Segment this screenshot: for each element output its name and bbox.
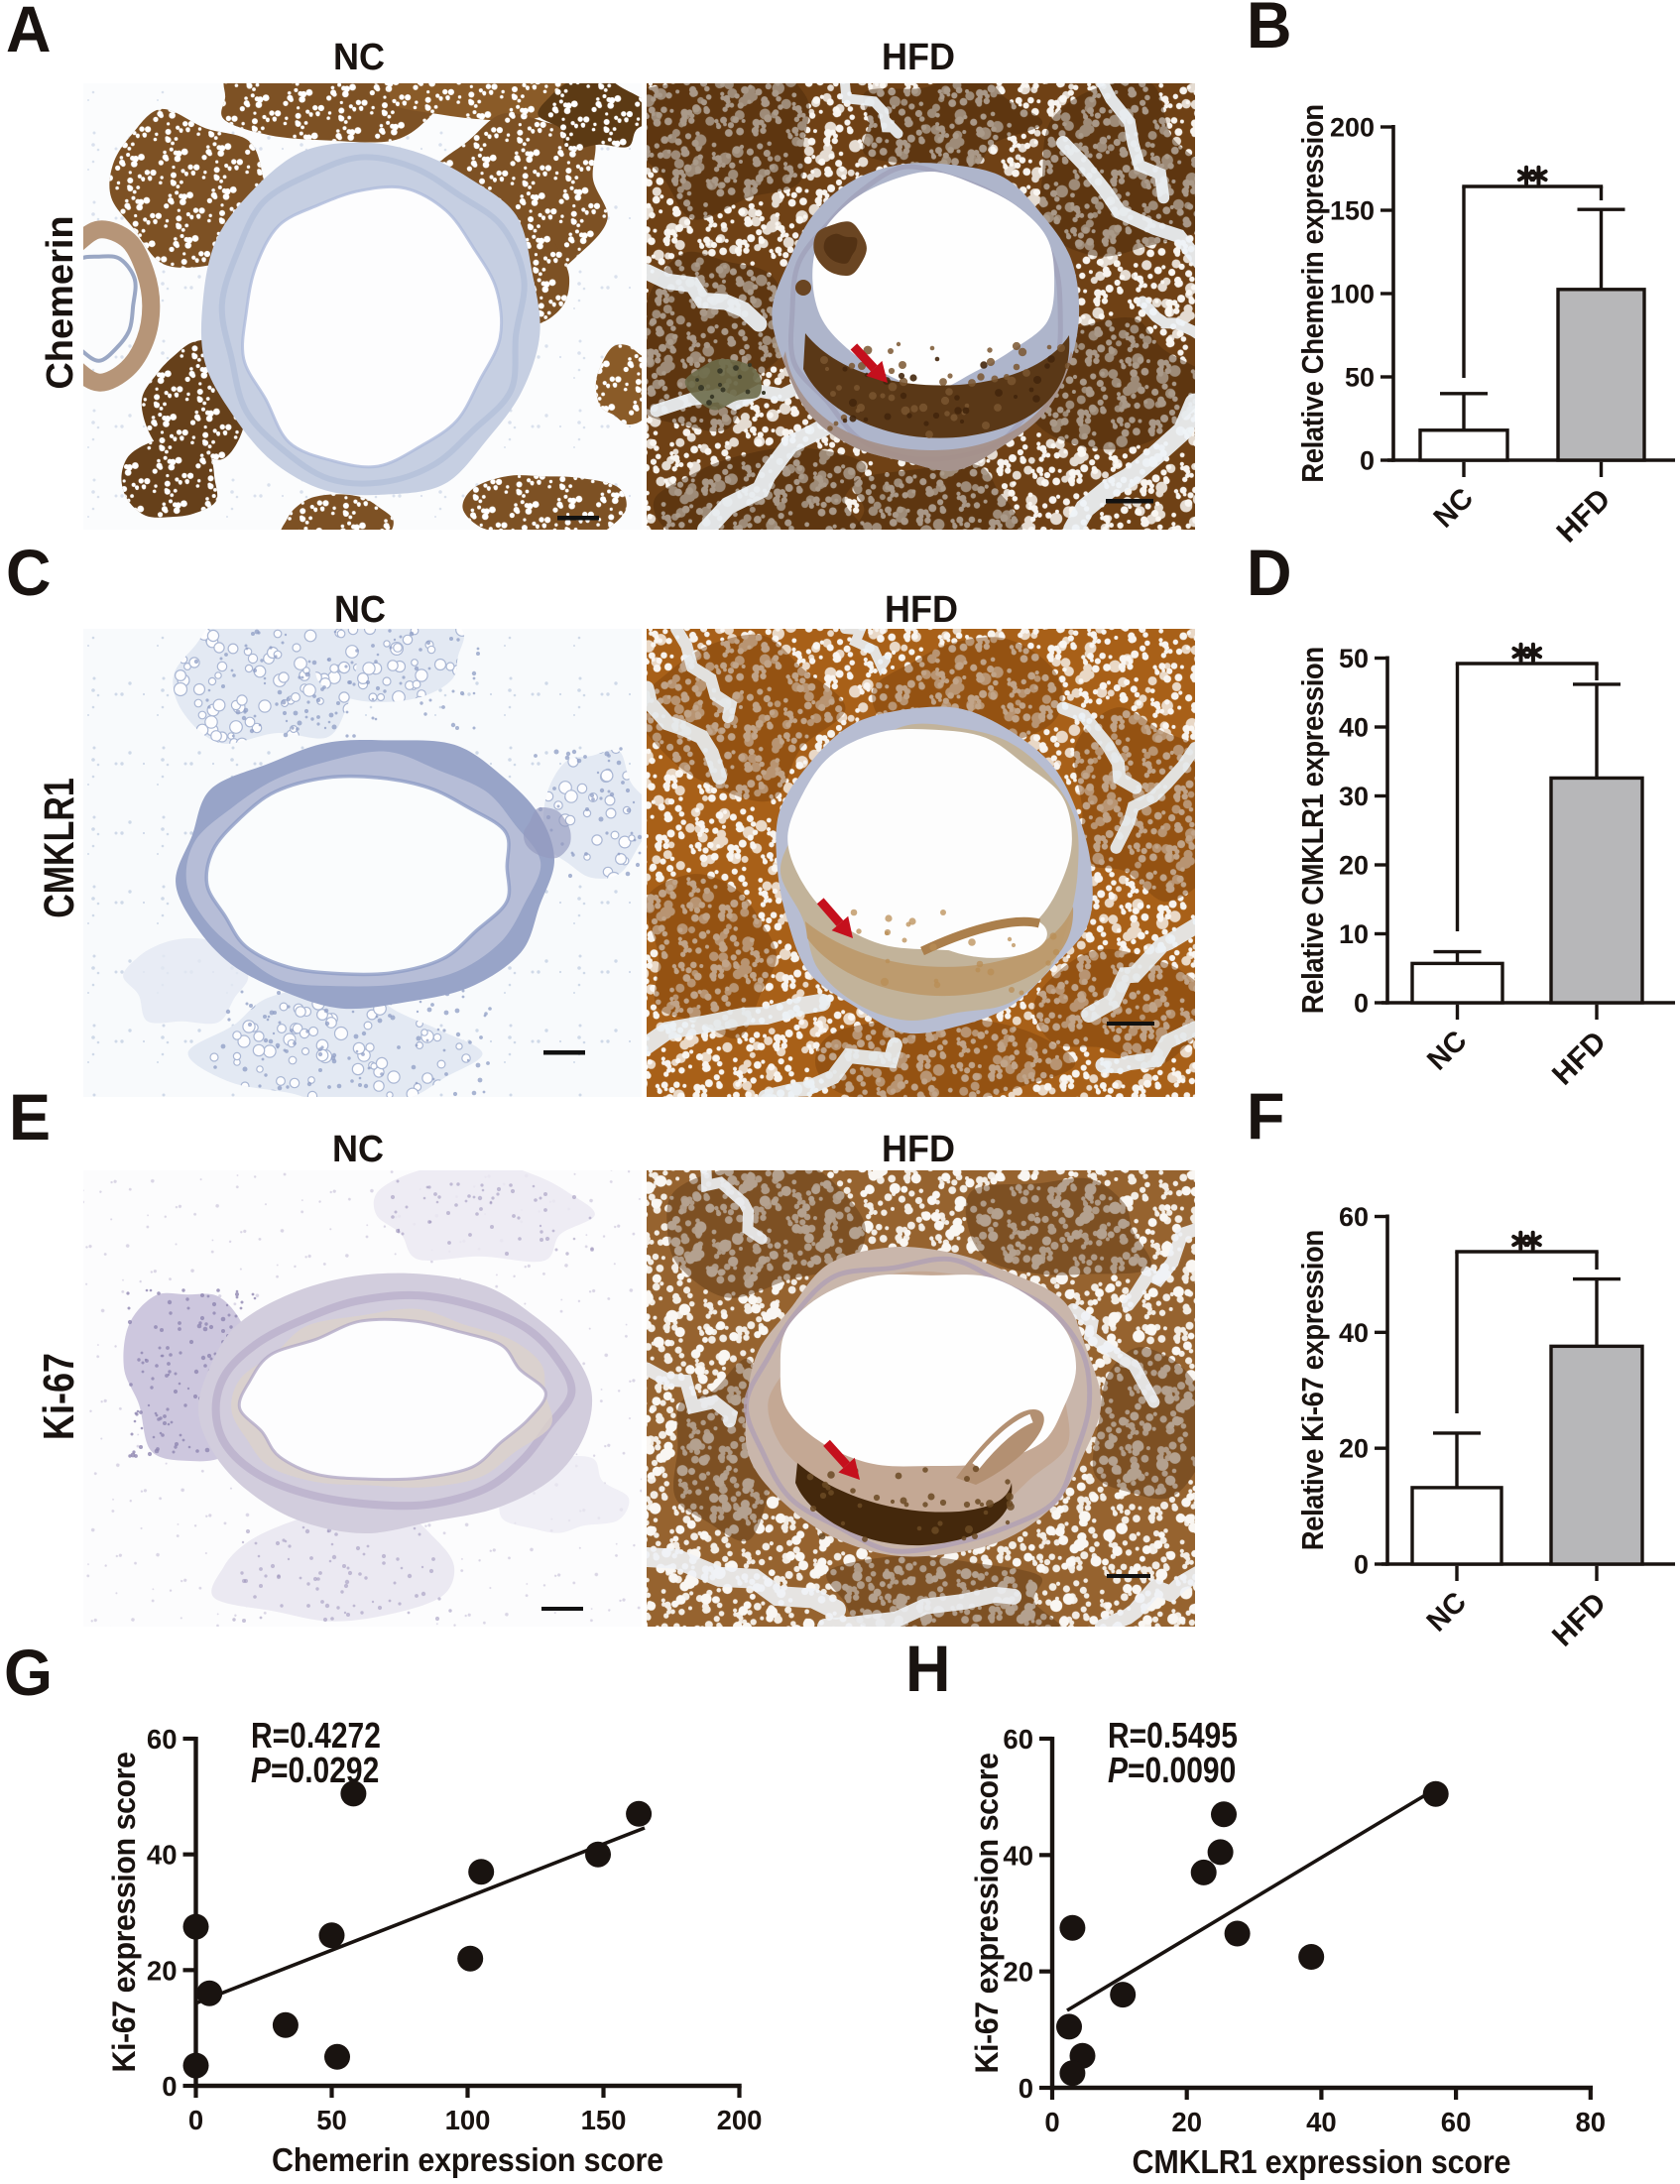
svg-text:P=0.0090: P=0.0090 bbox=[1108, 1751, 1236, 1790]
svg-text:Ki-67 expression score: Ki-67 expression score bbox=[969, 1753, 1005, 2073]
svg-text:NC: NC bbox=[333, 36, 385, 77]
svg-text:200: 200 bbox=[1330, 113, 1375, 143]
svg-text:0: 0 bbox=[162, 2071, 177, 2102]
svg-text:Ki-67: Ki-67 bbox=[36, 1353, 83, 1440]
svg-text:A: A bbox=[6, 0, 51, 65]
svg-text:50: 50 bbox=[1345, 363, 1375, 393]
svg-text:40: 40 bbox=[147, 1840, 178, 1871]
svg-text:60: 60 bbox=[1003, 1724, 1033, 1755]
svg-text:0: 0 bbox=[1360, 446, 1375, 476]
svg-text:40: 40 bbox=[1339, 1318, 1369, 1348]
svg-text:20: 20 bbox=[1339, 1434, 1369, 1464]
svg-text:30: 30 bbox=[1339, 782, 1369, 811]
svg-text:E: E bbox=[9, 1081, 51, 1154]
svg-text:60: 60 bbox=[147, 1724, 178, 1755]
svg-text:NC: NC bbox=[332, 1128, 384, 1169]
svg-text:CMKLR1: CMKLR1 bbox=[36, 778, 82, 918]
svg-text:R=0.5495: R=0.5495 bbox=[1108, 1716, 1238, 1756]
svg-text:60: 60 bbox=[1339, 1202, 1369, 1232]
svg-text:G: G bbox=[4, 1637, 53, 1710]
svg-text:0: 0 bbox=[1044, 2107, 1059, 2137]
svg-text:40: 40 bbox=[1003, 1840, 1033, 1871]
svg-text:0: 0 bbox=[1019, 2073, 1033, 2104]
svg-text:20: 20 bbox=[1003, 1957, 1033, 1988]
svg-text:40: 40 bbox=[1306, 2107, 1337, 2137]
svg-text:Relative CMKLR1 expression: Relative CMKLR1 expression bbox=[1297, 647, 1330, 1014]
svg-text:Chemerin: Chemerin bbox=[40, 215, 81, 389]
svg-text:NC: NC bbox=[334, 588, 386, 630]
svg-text:100: 100 bbox=[1330, 280, 1375, 309]
svg-text:20: 20 bbox=[1339, 851, 1369, 881]
svg-text:Ki-67 expression score: Ki-67 expression score bbox=[106, 1752, 142, 2072]
svg-text:40: 40 bbox=[1339, 713, 1369, 743]
svg-text:H: H bbox=[905, 1633, 950, 1706]
svg-text:C: C bbox=[6, 537, 51, 610]
svg-text:50: 50 bbox=[316, 2105, 347, 2135]
svg-text:0: 0 bbox=[1354, 1550, 1369, 1580]
svg-text:HFD: HFD bbox=[882, 36, 955, 77]
svg-text:20: 20 bbox=[1171, 2107, 1202, 2137]
svg-text:150: 150 bbox=[581, 2105, 627, 2135]
svg-text:50: 50 bbox=[1339, 644, 1369, 673]
svg-text:80: 80 bbox=[1576, 2107, 1607, 2137]
svg-text:R=0.4272: R=0.4272 bbox=[251, 1716, 381, 1756]
svg-text:CMKLR1 expression score: CMKLR1 expression score bbox=[1133, 2143, 1511, 2181]
svg-text:150: 150 bbox=[1330, 196, 1375, 226]
svg-text:60: 60 bbox=[1441, 2107, 1472, 2137]
svg-text:200: 200 bbox=[717, 2105, 763, 2135]
svg-text:HFD: HFD bbox=[882, 1128, 955, 1169]
svg-text:Chemerin expression score: Chemerin expression score bbox=[272, 2141, 663, 2179]
svg-text:Relative Ki-67 expression: Relative Ki-67 expression bbox=[1297, 1230, 1330, 1550]
svg-text:10: 10 bbox=[1339, 919, 1369, 949]
svg-text:0: 0 bbox=[1354, 989, 1369, 1019]
svg-text:D: D bbox=[1247, 537, 1291, 610]
svg-text:0: 0 bbox=[188, 2105, 203, 2135]
svg-text:20: 20 bbox=[147, 1955, 178, 1986]
svg-text:HFD: HFD bbox=[885, 588, 958, 630]
svg-text:F: F bbox=[1247, 1080, 1284, 1153]
svg-text:100: 100 bbox=[445, 2105, 491, 2135]
svg-text:Relative Chemerin expression: Relative Chemerin expression bbox=[1297, 104, 1330, 482]
svg-text:B: B bbox=[1247, 0, 1291, 61]
